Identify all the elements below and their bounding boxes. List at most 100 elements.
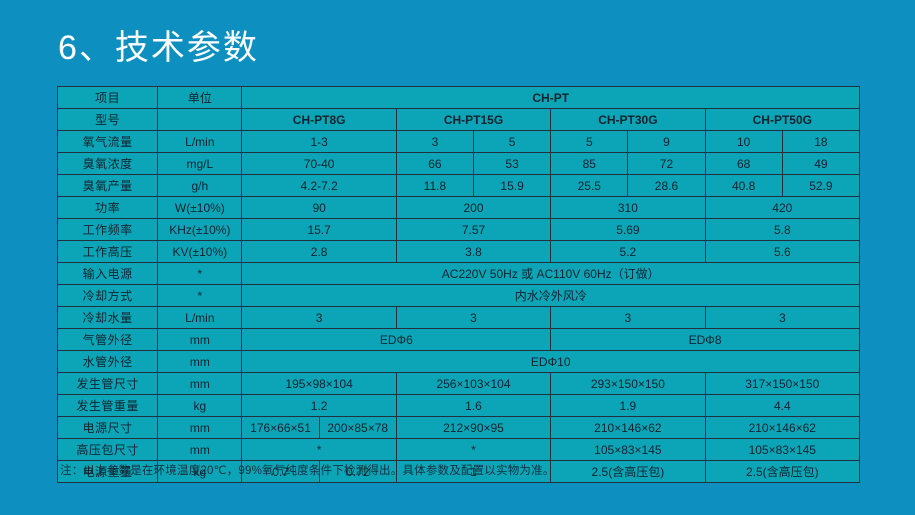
cell: 195×98×104 xyxy=(241,372,397,395)
row-label: 水管外径 xyxy=(56,350,159,373)
cell: 18 xyxy=(781,130,861,153)
row-unit: mm xyxy=(157,350,243,373)
cell: 3.8 xyxy=(395,240,552,263)
cell: 5.69 xyxy=(550,218,706,241)
table-row: 功率 W(±10%) 90 200 310 420 xyxy=(56,196,861,219)
cell: 3 xyxy=(395,306,552,329)
cell: 317×150×150 xyxy=(704,372,861,395)
row-label: 氧气流量 xyxy=(56,130,159,153)
technical-parameters-table: 项目 单位 CH-PT 型号 CH-PT8G CH-PT15G CH-PT30G… xyxy=(56,86,861,483)
table-header-row: 项目 单位 CH-PT xyxy=(56,86,860,109)
cell: 310 xyxy=(550,196,706,219)
cell: 210×146×62 xyxy=(550,416,706,439)
cell: 2.5(含高压包) xyxy=(704,460,861,483)
row-label: 电源重量 xyxy=(56,460,159,483)
cell: 5 xyxy=(550,130,629,153)
cell: 5.8 xyxy=(704,218,861,241)
cell: 105×83×145 xyxy=(704,438,861,461)
cell: 4.4 xyxy=(704,394,861,417)
cell: 5 xyxy=(472,130,552,153)
cell: * xyxy=(395,438,552,461)
cell: 200×85×78 xyxy=(318,416,397,439)
row-label: 功率 xyxy=(56,196,159,219)
table-row: 发生管尺寸 mm 195×98×104 256×103×104 293×150×… xyxy=(56,372,861,395)
cell: 0.72 xyxy=(318,460,397,483)
row-label: 工作高压 xyxy=(56,240,159,263)
row-label: 冷却水量 xyxy=(56,306,159,329)
table-row: 高压包尺寸 mm * * 105×83×145 105×83×145 xyxy=(56,438,861,461)
table-row: 冷却水量 L/min 3 3 3 3 xyxy=(56,306,861,329)
header-item: 项目 xyxy=(56,86,159,109)
table-row: 气管外径 mm EDΦ6 EDΦ8 xyxy=(56,328,860,351)
cell: 1.9 xyxy=(550,394,706,417)
row-unit: L/min xyxy=(157,130,243,153)
cell: 11.8 xyxy=(395,174,475,197)
row-label: 冷却方式 xyxy=(56,284,159,307)
cell: 256×103×104 xyxy=(395,372,552,395)
row-label: 发生管尺寸 xyxy=(56,372,159,395)
cell: 210×146×62 xyxy=(704,416,861,439)
row-unit: * xyxy=(157,284,243,307)
cell: 293×150×150 xyxy=(550,372,706,395)
row-unit: mm xyxy=(157,328,243,351)
cell: EDΦ10 xyxy=(241,350,860,373)
table-row: 电源重量 kg 0.7 0.72 1 2.5(含高压包) 2.5(含高压包) xyxy=(56,460,861,483)
cell: 68 xyxy=(704,152,783,175)
cell: 200 xyxy=(395,196,552,219)
cell: 25.5 xyxy=(550,174,629,197)
row-label: 臭氧浓度 xyxy=(56,152,159,175)
row-unit: KV(±10%) xyxy=(157,240,243,263)
cell: 1.6 xyxy=(395,394,552,417)
cell: 5.6 xyxy=(704,240,861,263)
row-unit: W(±10%) xyxy=(157,196,243,219)
cell: EDΦ6 xyxy=(241,328,552,351)
page-title: 6、技术参数 xyxy=(58,29,259,67)
cell: 72 xyxy=(627,152,706,175)
table-row: 臭氧产量 g/h 4.2-7.2 11.8 15.9 25.5 28.6 40.… xyxy=(56,174,861,197)
cell: 7.57 xyxy=(395,218,552,241)
model-ch-pt30g: CH-PT30G xyxy=(550,108,706,131)
row-unit: kg xyxy=(157,460,243,483)
table-row: 发生管重量 kg 1.2 1.6 1.9 4.4 xyxy=(56,394,861,417)
cell: 90 xyxy=(241,196,397,219)
row-label: 高压包尺寸 xyxy=(56,438,159,461)
row-unit: KHz(±10%) xyxy=(157,218,243,241)
cell: 3 xyxy=(395,130,475,153)
row-unit: mm xyxy=(157,372,243,395)
table-row: 水管外径 mm EDΦ10 xyxy=(56,350,860,373)
cell: 15.9 xyxy=(472,174,552,197)
table-row: 工作频率 KHz(±10%) 15.7 7.57 5.69 5.8 xyxy=(56,218,861,241)
cell: EDΦ8 xyxy=(550,328,860,351)
row-label: 电源尺寸 xyxy=(56,416,159,439)
cell: 3 xyxy=(704,306,861,329)
row-unit-model xyxy=(157,108,243,131)
table-row: 臭氧浓度 mg/L 70-40 66 53 85 72 68 49 xyxy=(56,152,861,175)
cell: 1-3 xyxy=(241,130,397,153)
cell: 85 xyxy=(550,152,629,175)
model-ch-pt15g: CH-PT15G xyxy=(395,108,552,131)
row-unit: * xyxy=(157,262,243,285)
cell: 0.7 xyxy=(241,460,320,483)
row-unit: mm xyxy=(157,416,243,439)
cell: 4.2-7.2 xyxy=(241,174,397,197)
cell: 5.2 xyxy=(550,240,706,263)
cell: 52.9 xyxy=(781,174,861,197)
cell: 40.8 xyxy=(704,174,783,197)
table-row: 输入电源 * AC220V 50Hz 或 AC110V 60Hz（订做） xyxy=(56,262,860,285)
cell: 212×90×95 xyxy=(395,416,552,439)
row-label: 臭氧产量 xyxy=(56,174,159,197)
cell: 176×66×51 xyxy=(241,416,320,439)
table-row: 工作高压 KV(±10%) 2.8 3.8 5.2 5.6 xyxy=(56,240,861,263)
cell: 内水冷外风冷 xyxy=(241,284,860,307)
cell: 53 xyxy=(472,152,552,175)
row-unit: kg xyxy=(157,394,243,417)
table-row-model: 型号 CH-PT8G CH-PT15G CH-PT30G CH-PT50G xyxy=(56,108,861,131)
cell: 3 xyxy=(241,306,397,329)
row-label: 工作频率 xyxy=(56,218,159,241)
cell: * xyxy=(241,438,397,461)
row-label-model: 型号 xyxy=(56,108,159,131)
header-series: CH-PT xyxy=(241,86,860,109)
footnote-text: 注：以上参数是在环境温度20℃，99%氧气纯度条件下检测得出。具体参数及配置以实… xyxy=(60,465,555,477)
row-unit: g/h xyxy=(157,174,243,197)
cell: 1 xyxy=(395,460,552,483)
